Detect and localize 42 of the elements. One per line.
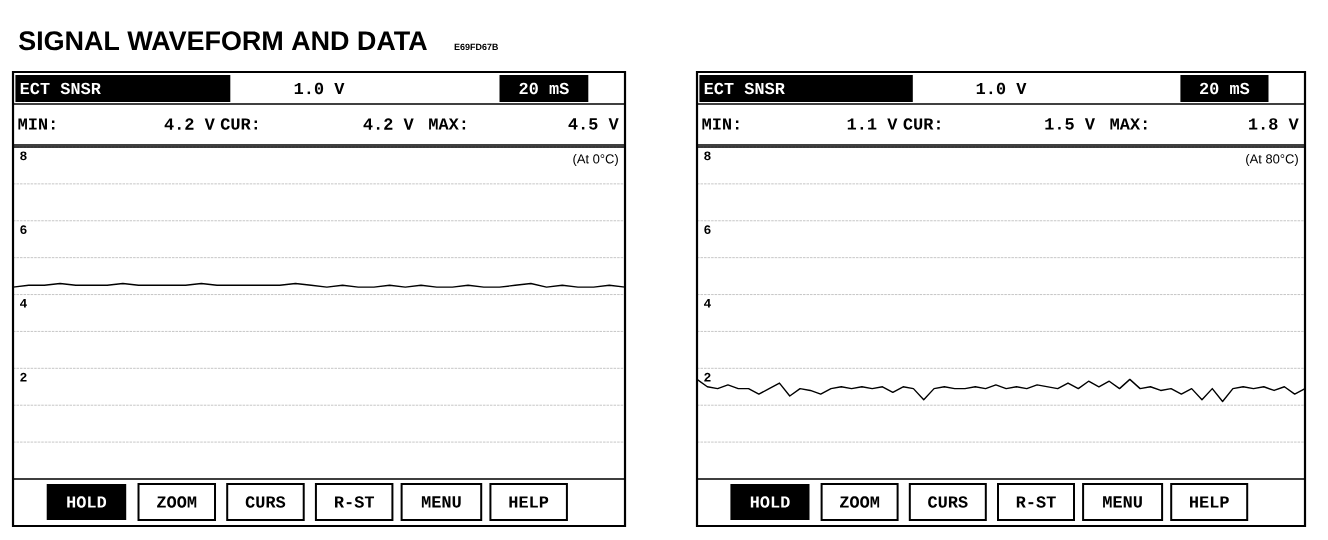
- text: R-ST: [1016, 496, 1056, 508]
- chart-subtitle: E69FD67B: [454, 43, 498, 51]
- text: MENU: [1103, 496, 1142, 508]
- text: 4.2 V: [164, 118, 215, 130]
- text: ZOOM: [840, 496, 880, 508]
- text: MIN:: [18, 118, 55, 130]
- text: MENU: [421, 496, 461, 508]
- text: 4.2 V: [363, 118, 414, 130]
- y-tick-label: 8: [704, 151, 711, 161]
- text: MAX:: [1110, 118, 1147, 130]
- text: ZOOM: [157, 496, 197, 508]
- text: 20 mS: [519, 82, 569, 95]
- text: CURS: [245, 496, 286, 508]
- y-tick-label: 6: [20, 225, 27, 235]
- text: ECT SNSR: [20, 82, 101, 95]
- y-tick-label: 4: [703, 299, 711, 308]
- y-tick-label: 2: [20, 372, 27, 382]
- text: MIN:: [702, 118, 739, 130]
- text: 1.5 V: [1045, 118, 1095, 130]
- text: HELP: [509, 496, 549, 508]
- chart-title: SIGNAL WAVEFORM AND DATA: [19, 31, 427, 51]
- text: HOLD: [750, 496, 790, 508]
- text: ECT SNSR: [704, 82, 785, 95]
- text: 20 mS: [1200, 82, 1250, 95]
- y-tick-label: 6: [704, 225, 711, 235]
- y-tick-label: 8: [20, 151, 27, 161]
- text: 1.0 V: [976, 82, 1027, 95]
- text: CUR:: [903, 118, 940, 130]
- y-tick-label: 2: [704, 372, 711, 382]
- text: R-ST: [335, 496, 375, 508]
- text: 4.5 V: [568, 118, 619, 130]
- text: CURS: [928, 496, 968, 508]
- text: CUR:: [220, 118, 257, 130]
- text: HELP: [1190, 496, 1229, 508]
- y-tick-label: 4: [19, 299, 27, 308]
- text: 1.1 V: [847, 118, 898, 130]
- text: 1.8 V: [1249, 118, 1299, 130]
- annotation: (At 80°C): [1246, 153, 1298, 167]
- text: 1.0 V: [294, 82, 345, 95]
- text: HOLD: [67, 496, 107, 508]
- text: MAX:: [429, 118, 466, 130]
- annotation: (At 0°C): [573, 153, 618, 167]
